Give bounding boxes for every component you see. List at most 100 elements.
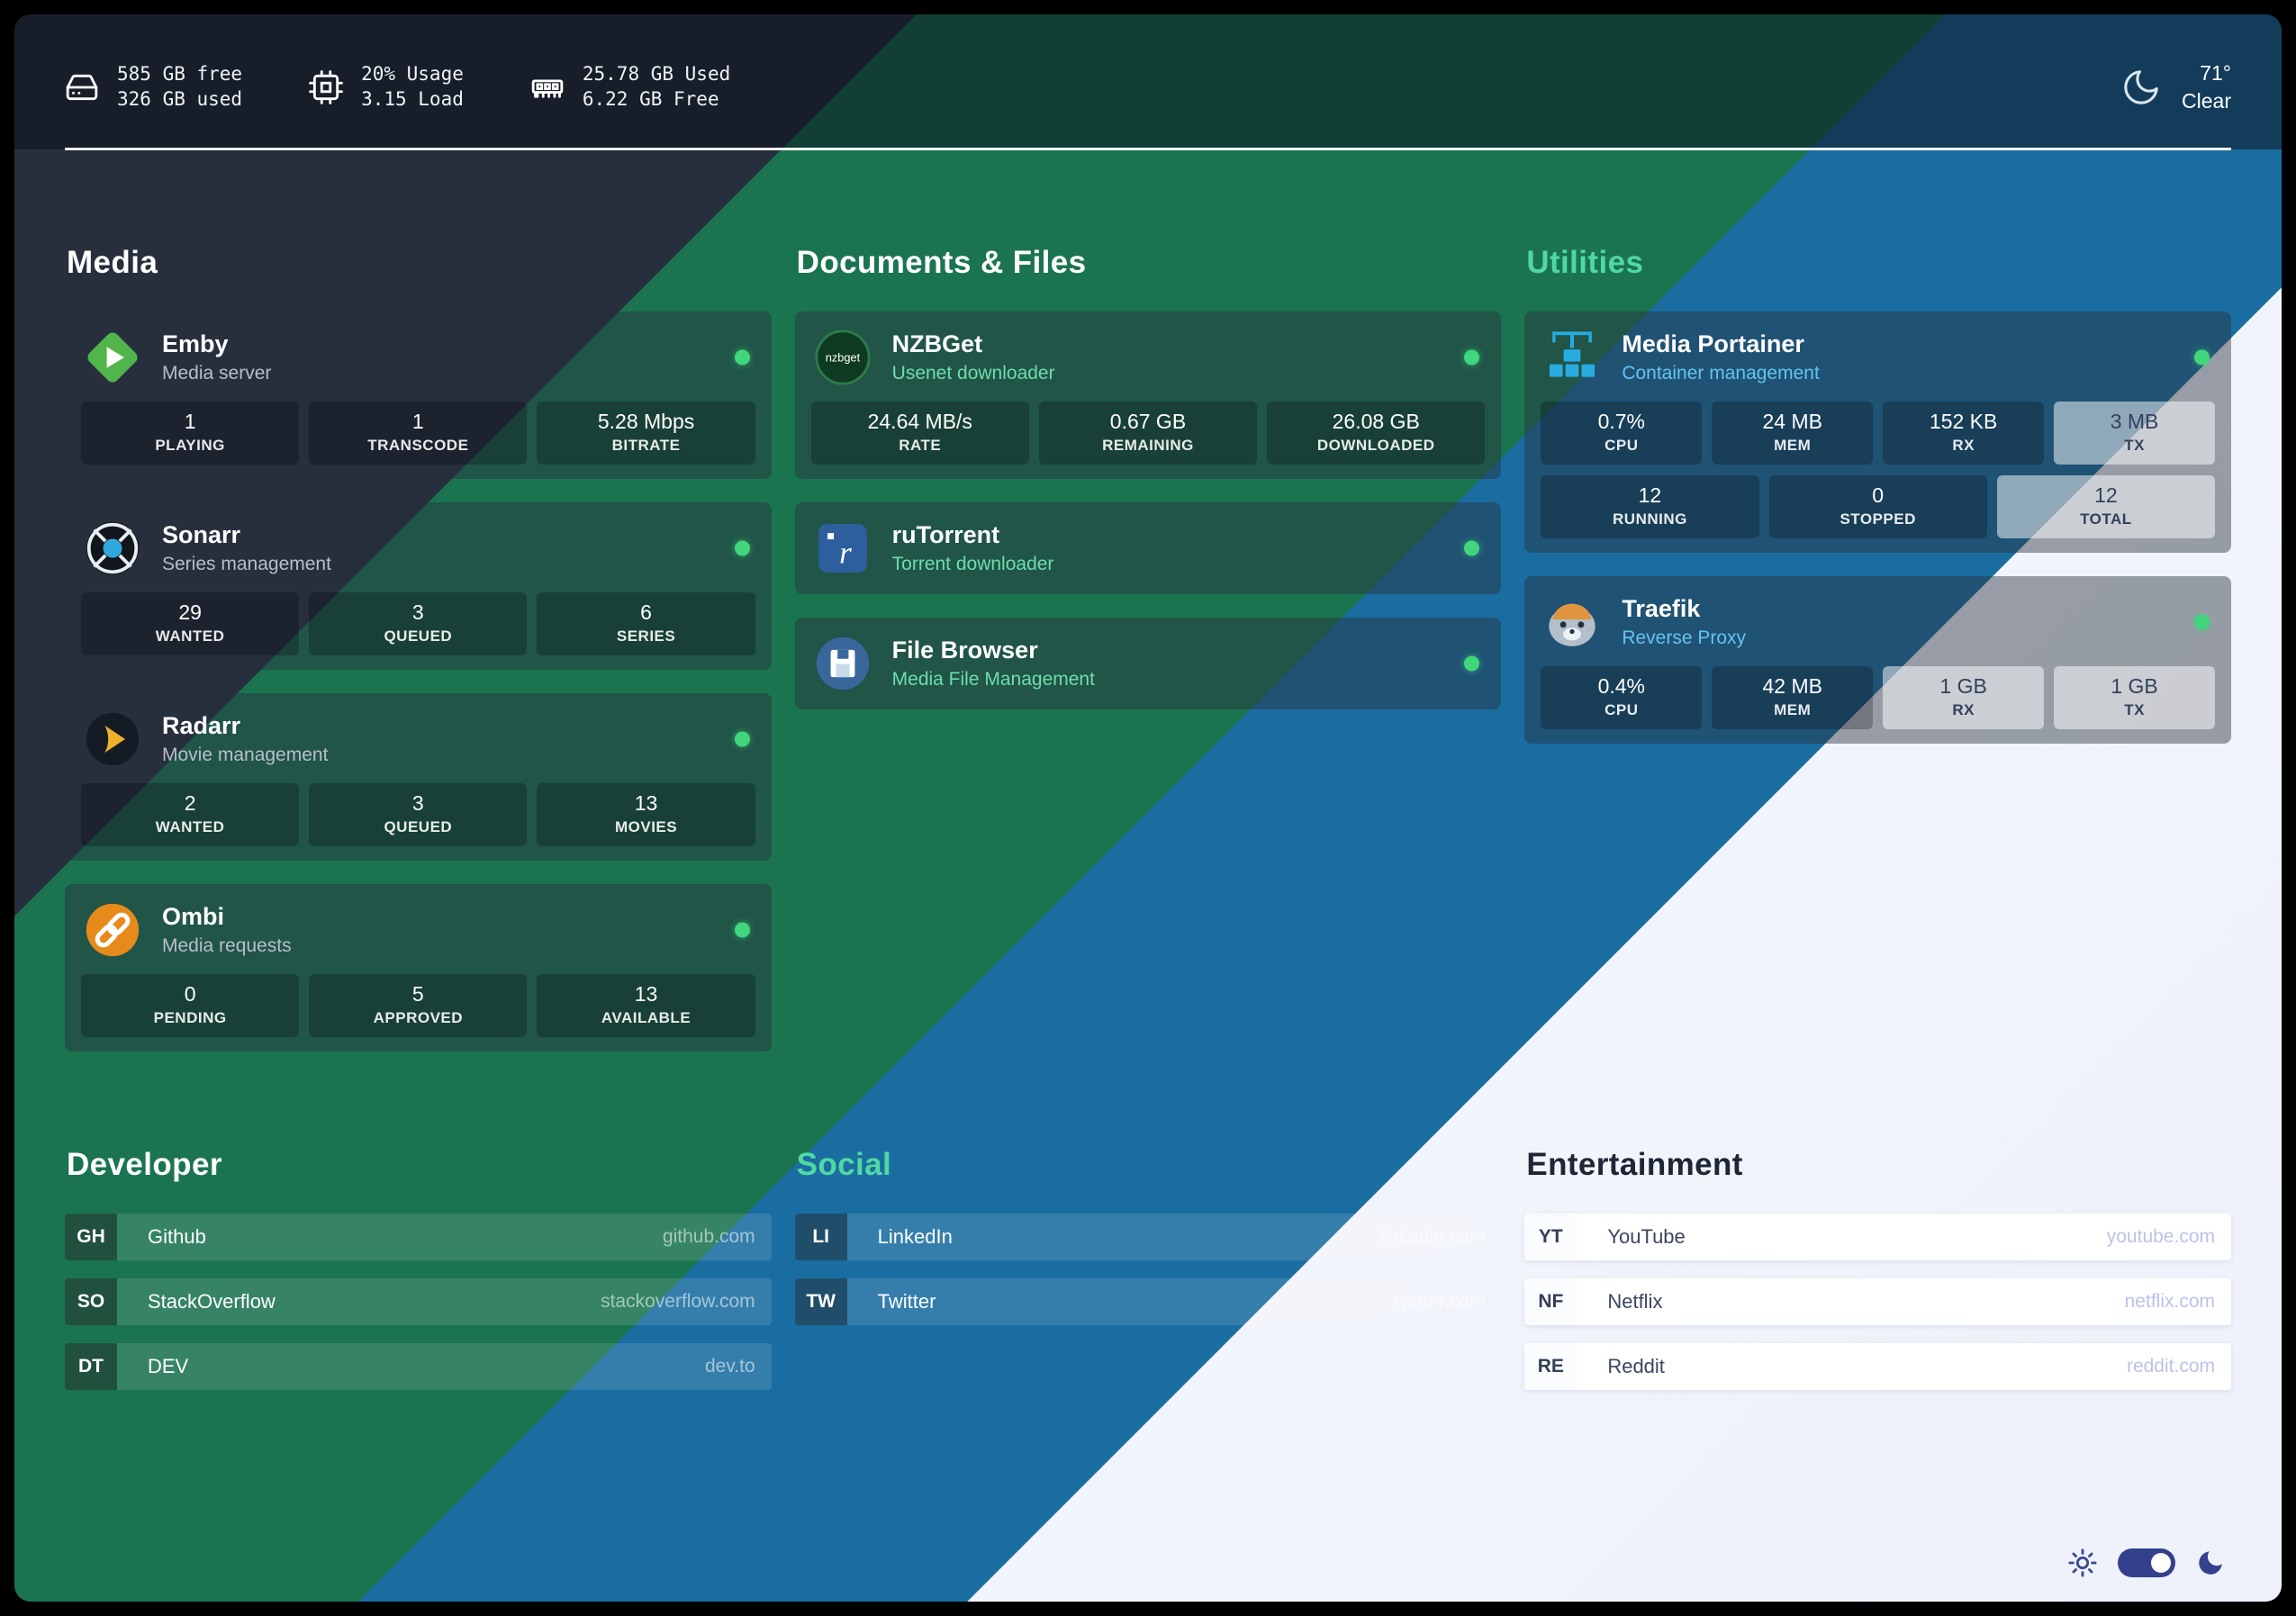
memory-usage-widget: 25.78 GB Used 6.22 GB Free	[530, 62, 730, 112]
bookmark-youtube[interactable]: YT YouTube youtube.com	[1524, 1214, 2231, 1261]
header-divider	[65, 148, 2231, 151]
status-dot	[1464, 655, 1480, 672]
sonarr-icon	[81, 517, 144, 580]
app-name: Emby	[162, 330, 229, 358]
disk-usage-text: 585 GB free 326 GB used	[117, 63, 243, 111]
stat-remaining: 0.67 GB REMAINING	[1038, 402, 1258, 465]
app-name: Traefik	[1622, 595, 1701, 623]
bookmark-linkedin[interactable]: LI LinkedIn linkedin.com	[794, 1214, 1502, 1261]
stat-movies: 13 MOVIES	[537, 783, 755, 847]
memory-icon	[530, 70, 565, 104]
bookmark-url: dev.to	[705, 1356, 755, 1377]
bookmark-name: Twitter	[877, 1290, 936, 1314]
bookmark-netflix[interactable]: NF Netflix netflix.com	[1524, 1278, 2231, 1326]
bookmark-url: stackoverflow.com	[601, 1291, 755, 1313]
app-name: Ombi	[162, 903, 225, 931]
app-card-emby[interactable]: Emby Media server 1 PLAYING 1 TRANSCODE 5.…	[65, 311, 772, 480]
stat-bitrate: 5.28 Mbps BITRATE	[537, 402, 755, 465]
app-subtitle: Usenet downloader	[891, 363, 1055, 384]
bookmark-tag: NF	[1524, 1278, 1577, 1326]
stat-total: 12 TOTAL	[1996, 475, 2215, 539]
weather-widget: 71° Clear	[2120, 59, 2231, 115]
stat-cpu: 0.4% CPU	[1541, 666, 1703, 730]
ombi-icon	[81, 898, 144, 961]
stat-cpu: 0.7% CPU	[1541, 402, 1703, 465]
stat-mem: 24 MB MEM	[1712, 402, 1874, 465]
status-dot	[734, 922, 750, 938]
weather-temperature: 71°	[2200, 61, 2231, 85]
app-name: File Browser	[891, 636, 1038, 664]
bookmark-twitter[interactable]: TW Twitter twitter.com	[794, 1278, 1502, 1326]
app-card-rutorrent[interactable]: r ruTorrent Torrent downloader	[794, 502, 1502, 595]
section-title-utilities: Utilities	[1526, 245, 1644, 281]
section-title-developer: Developer	[67, 1147, 222, 1183]
bookmark-reddit[interactable]: RE Reddit reddit.com	[1524, 1343, 2231, 1391]
bookmark-tag: YT	[1524, 1214, 1577, 1261]
section-entertainment: Entertainment YT YouTube youtube.com NF …	[1524, 1147, 2231, 1408]
stat-tx: 3 MB TX	[2054, 402, 2216, 465]
bookmarks-grid: Developer GH Github github.com SO StackO…	[65, 1147, 2231, 1408]
stat-mem: 42 MB MEM	[1712, 666, 1874, 730]
app-subtitle: Media server	[162, 363, 272, 384]
bookmark-github[interactable]: GH Github github.com	[65, 1214, 772, 1261]
memory-usage-text: 25.78 GB Used 6.22 GB Free	[582, 63, 731, 111]
app-card-traefik[interactable]: Traefik Reverse Proxy 0.4% CPU 42 MB MEM 1…	[1524, 576, 2231, 745]
theme-switch[interactable]	[2118, 1548, 2175, 1577]
bookmark-url: youtube.com	[2106, 1226, 2215, 1248]
bookmark-name: YouTube	[1607, 1225, 1686, 1249]
bookmark-name: Github	[148, 1225, 206, 1249]
traefik-icon	[1541, 591, 1604, 654]
bookmark-url: reddit.com	[2126, 1356, 2215, 1377]
radarr-icon	[81, 708, 144, 771]
stat-transcode: 1 TRANSCODE	[309, 402, 528, 465]
stat-series: 6 SERIES	[537, 592, 755, 656]
section-title-social: Social	[796, 1147, 892, 1183]
status-dot	[734, 349, 750, 366]
stat-stopped: 0 STOPPED	[1768, 475, 1987, 539]
status-dot	[734, 540, 750, 556]
emby-icon	[81, 326, 144, 389]
section-title-media: Media	[67, 245, 158, 281]
section-title-documents-files: Documents & Files	[796, 245, 1087, 281]
dashboard-background: 585 GB free 326 GB used 20% Usage 3.15 Loa…	[14, 14, 2282, 1602]
svg-text:nzbget: nzbget	[825, 351, 860, 365]
theme-toggle	[2067, 1548, 2226, 1578]
system-stats-bar: 585 GB free 326 GB used 20% Usage 3.15 Loa…	[14, 14, 2282, 115]
app-card-nzbget[interactable]: nzbget NZBGet Usenet downloader 24.64 MB…	[794, 311, 1502, 480]
stat-pending: 0 PENDING	[81, 974, 300, 1038]
section-media: Media Emby Media server 1 PLAYING 1 TRANSC…	[65, 245, 772, 1075]
weather-text: 71° Clear	[2182, 59, 2231, 115]
app-card-ombi[interactable]: Ombi Media requests 0 PENDING 5 APPROVED 1…	[65, 884, 772, 1052]
applications-grid: Media Emby Media server 1 PLAYING 1 TRANSC…	[65, 245, 2231, 1075]
stat-wanted: 2 WANTED	[81, 783, 300, 847]
app-card-portainer[interactable]: Media Portainer Container management 0.7…	[1524, 311, 2231, 554]
app-card-file-browser[interactable]: File Browser Media File Management	[794, 618, 1502, 710]
bookmark-stackoverflow[interactable]: SO StackOverflow stackoverflow.com	[65, 1278, 772, 1326]
app-card-radarr[interactable]: Radarr Movie management 2 WANTED 3 QUEUED …	[65, 693, 772, 862]
moon-icon	[2120, 67, 2162, 108]
bookmark-name: Netflix	[1607, 1290, 1663, 1314]
disk-usage-widget: 585 GB free 326 GB used	[65, 62, 242, 112]
stat-available: 13 AVAILABLE	[537, 974, 755, 1038]
dark-mode-moon-icon[interactable]	[2195, 1548, 2226, 1578]
stat-queued: 3 QUEUED	[309, 592, 528, 656]
cpu-usage-widget: 20% Usage 3.15 Load	[309, 62, 464, 112]
section-social: Social LI LinkedIn linkedin.com TW Twitt…	[794, 1147, 1502, 1343]
section-documents-files: Documents & Files nzbget NZBGet Usenet d…	[794, 245, 1502, 733]
stat-running: 12 RUNNING	[1541, 475, 1759, 539]
app-subtitle: Torrent downloader	[891, 554, 1054, 575]
nzbget-icon: nzbget	[811, 326, 874, 389]
stat-tx: 1 GB TX	[2054, 666, 2216, 730]
app-subtitle: Media requests	[162, 935, 292, 957]
bookmark-url: linkedin.com	[1379, 1226, 1486, 1248]
rutorrent-icon: r	[811, 517, 874, 580]
sun-icon[interactable]	[2067, 1548, 2098, 1578]
app-subtitle: Reverse Proxy	[1622, 627, 1747, 649]
cpu-icon	[309, 70, 343, 104]
app-name: ruTorrent	[891, 521, 1000, 549]
app-card-sonarr[interactable]: Sonarr Series management 29 WANTED 3 QUEUE…	[65, 502, 772, 671]
app-name: NZBGet	[891, 330, 983, 358]
bookmark-dev[interactable]: DT DEV dev.to	[65, 1343, 772, 1391]
stat-approved: 5 APPROVED	[309, 974, 528, 1038]
bookmark-url: github.com	[662, 1226, 755, 1248]
